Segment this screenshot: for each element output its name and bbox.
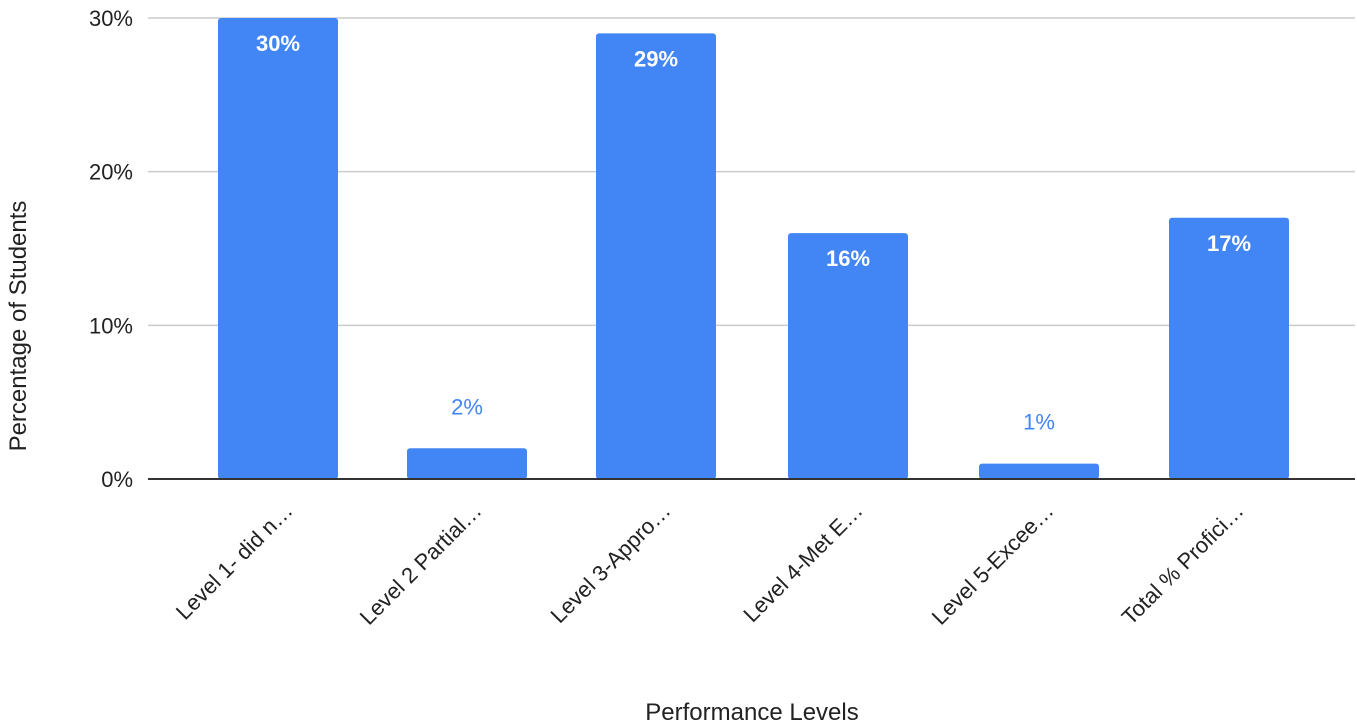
x-tick-label: Level 1- did n…: [171, 498, 298, 625]
x-tick-label: Level 2 Partial…: [355, 498, 487, 630]
y-axis-title: Percentage of Students: [5, 201, 32, 452]
data-label: 30%: [256, 31, 300, 56]
y-tick-label: 0%: [101, 467, 133, 492]
y-tick-label: 30%: [89, 6, 133, 31]
data-labels: 30% 2% 29% 16% 1% 17%: [256, 31, 1251, 435]
gridlines: [148, 17, 1355, 327]
y-tick-label: 20%: [89, 160, 133, 185]
x-tick-label: Level 4-Met E…: [738, 498, 867, 627]
data-label: 1%: [1023, 410, 1055, 435]
y-axis-ticks: 0% 10% 20% 30%: [89, 6, 133, 492]
bar: [218, 18, 338, 479]
bar: [596, 33, 716, 479]
y-tick-label: 10%: [89, 313, 133, 338]
x-axis-title: Performance Levels: [645, 699, 858, 725]
bar: [788, 233, 908, 479]
bars: [218, 18, 1289, 479]
x-tick-label: Level 3-Appro…: [545, 498, 675, 628]
bar: [1169, 217, 1289, 479]
x-tick-label: Level 5-Excee…: [927, 498, 1059, 630]
data-label: 29%: [634, 46, 678, 71]
data-label: 2%: [451, 394, 483, 419]
x-tick-label: Total % Profici…: [1117, 498, 1249, 630]
bar: [979, 463, 1099, 479]
data-label: 16%: [826, 246, 870, 271]
bar: [407, 448, 527, 479]
data-label: 17%: [1207, 231, 1251, 256]
x-axis-ticks: Level 1- did n… Level 2 Partial… Level 3-A…: [171, 498, 1249, 630]
